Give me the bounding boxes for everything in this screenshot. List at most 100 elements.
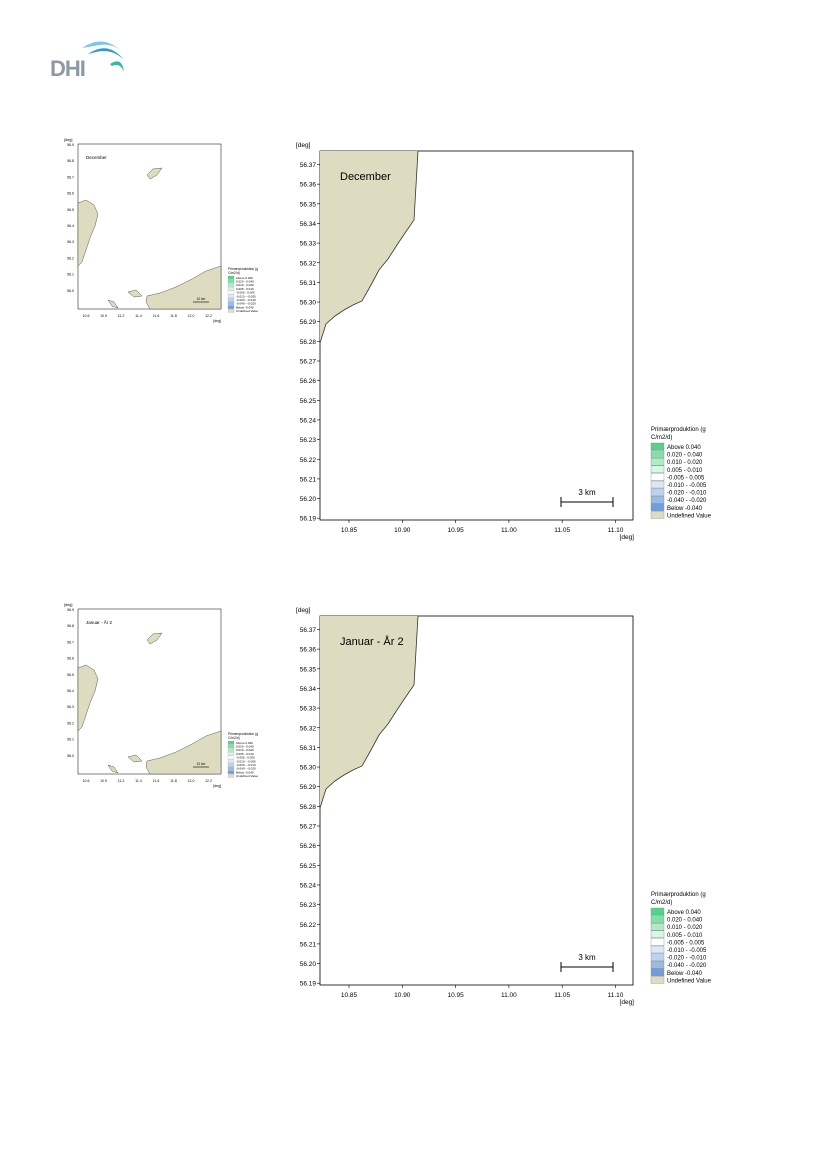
thumbnail-legend-title-unit: C/m2/d) — [228, 271, 240, 275]
y-tick-label: 56.21 — [300, 476, 317, 483]
y-tick-label: 56.25 — [300, 398, 317, 405]
thumbnail-land-small — [127, 289, 143, 298]
legend-title: Primærproduktion (g — [651, 427, 706, 433]
thumbnail-land-island — [146, 632, 163, 645]
land-area — [320, 151, 418, 343]
thumbnail-legend-label: -0.005 - 0.005 — [236, 291, 255, 295]
thumbnail-title: Januar - År 2 — [86, 619, 113, 625]
y-tick-label: 56.23 — [300, 437, 317, 444]
thumbnail-y-tick-label: 56.6 — [67, 657, 74, 661]
thumbnail-legend-swatch — [227, 763, 235, 767]
thumbnail-y-unit: [deg] — [64, 603, 72, 607]
thumbnail-y-tick-label: 56.4 — [67, 224, 74, 228]
y-tick-label: 56.19 — [300, 981, 317, 988]
thumbnail-y-tick-label: 56.1 — [67, 273, 74, 277]
legend-swatch — [650, 450, 665, 458]
y-tick-label: 56.26 — [300, 843, 317, 850]
thumbnail-legend-label: 0.010 - 0.020 — [236, 748, 254, 752]
thumbnail-legend-swatch — [227, 275, 235, 280]
dhi-logo-swoosh-icon — [82, 41, 124, 72]
legend-swatch — [650, 480, 665, 489]
legend-swatch — [650, 961, 665, 969]
thumbnail-legend-swatch — [227, 740, 235, 745]
thumbnail-legend-label: 0.020 - 0.040 — [236, 745, 254, 749]
thumbnail-y-tick-label: 56.2 — [67, 256, 74, 260]
thumbnail-legend-swatch — [227, 766, 235, 771]
coastline — [319, 615, 419, 809]
x-tick-label: 11.05 — [554, 527, 570, 534]
thumbnail-legend-label: -0.040 - -0.020 — [236, 302, 256, 306]
legend-swatch — [650, 953, 665, 961]
thumbnail-legend-label: Above 0.040 — [236, 741, 253, 745]
y-tick-label: 56.19 — [300, 516, 317, 523]
map-title: Januar - År 2 — [340, 635, 404, 648]
legend-label: -0.040 - -0.020 — [667, 963, 707, 969]
legend-label: -0.020 - -0.010 — [667, 956, 707, 962]
thumbnail-y-tick-label: 56.7 — [67, 175, 74, 179]
y-tick-label: 56.30 — [300, 765, 317, 772]
x-tick-label: 10.95 — [447, 527, 464, 534]
thumbnail-legend-swatch — [227, 283, 235, 287]
x-tick-label: 10.85 — [341, 527, 358, 534]
legend-label: Undefined Value — [667, 513, 712, 519]
thumbnail-land-west — [77, 664, 99, 732]
legend-swatch — [650, 968, 665, 976]
thumbnail-land-south — [145, 265, 222, 310]
thumbnail-legend-title: Primærproduktion (g — [228, 267, 258, 271]
thumbnail-y-unit: [deg] — [64, 138, 72, 142]
thumbnail-legend-swatch — [227, 279, 235, 284]
y-tick-label: 56.24 — [300, 417, 317, 424]
thumbnail-land-west — [77, 199, 99, 267]
thumbnail-legend-swatch — [227, 748, 235, 752]
legend-swatch — [650, 976, 665, 984]
thumbnail-x-tick-label: 11.6 — [153, 779, 160, 783]
legend-swatch — [650, 488, 665, 496]
thumbnail-legend-swatch — [227, 744, 235, 749]
dhi-logo: DHI — [50, 36, 130, 82]
x-tick-label: 10.90 — [394, 527, 411, 534]
thumbnail-y-tick-label: 56.8 — [67, 624, 74, 628]
thumbnail-land-small — [107, 299, 119, 309]
legend-title: Primærproduktion (g — [651, 892, 706, 898]
legend-label: Below -0.040 — [667, 971, 703, 977]
legend-title-unit: C/m2/d) — [651, 435, 672, 441]
thumbnail-legend-label: 0.010 - 0.020 — [236, 283, 254, 287]
thumbnail-x-tick-label: 12.0 — [188, 314, 195, 318]
thumbnail-legend-label: -0.020 - -0.010 — [236, 763, 256, 767]
thumbnail-legend-label: -0.020 - -0.010 — [236, 298, 256, 302]
thumbnail-x-tick-label: 11.4 — [135, 314, 142, 318]
thumbnail-legend-swatch — [227, 301, 235, 306]
thumbnail-x-tick-label: 11.2 — [118, 314, 125, 318]
thumbnail-x-tick-label: 11.4 — [135, 779, 142, 783]
thumbnail-x-tick-label: 12.2 — [205, 314, 212, 318]
y-tick-label: 56.27 — [300, 824, 317, 831]
legend-label: 0.010 - 0.020 — [667, 460, 703, 466]
thumbnail-legend-label: 0.005 - 0.010 — [236, 752, 254, 756]
legend-swatch — [650, 915, 665, 923]
y-tick-label: 56.25 — [300, 863, 317, 870]
thumbnail-y-tick-label: 56.2 — [67, 721, 74, 725]
thumbnail-y-tick-label: 56.5 — [67, 208, 74, 212]
legend-swatch — [650, 930, 665, 938]
legend-label: -0.005 - 0.005 — [667, 940, 705, 946]
thumbnail-legend-swatch — [227, 290, 235, 295]
thumbnail-x-tick-label: 10.9 — [100, 314, 107, 318]
y-tick-label: 56.28 — [300, 339, 317, 346]
x-tick-label: 10.85 — [341, 992, 358, 999]
thumbnail-legend-swatch — [227, 759, 235, 763]
y-tick-label: 56.23 — [300, 902, 317, 909]
y-axis-unit: [deg] — [296, 142, 311, 149]
y-tick-label: 56.36 — [300, 647, 317, 654]
thumbnail-x-tick-label: 11.2 — [118, 779, 125, 783]
thumbnail-legend-swatch — [227, 298, 235, 302]
y-tick-label: 56.24 — [300, 882, 317, 889]
legend-label: -0.020 - -0.010 — [667, 491, 707, 497]
y-tick-label: 56.21 — [300, 941, 317, 948]
legend-label: -0.040 - -0.020 — [667, 498, 707, 504]
thumbnail-land-small — [107, 764, 119, 774]
legend-swatch — [650, 465, 665, 473]
x-tick-label: 11.00 — [501, 992, 517, 999]
y-tick-label: 56.35 — [300, 201, 317, 208]
thumbnail-legend-label: -0.010 - -0.005 — [236, 294, 256, 298]
thumbnail-legend-swatch — [227, 774, 235, 778]
